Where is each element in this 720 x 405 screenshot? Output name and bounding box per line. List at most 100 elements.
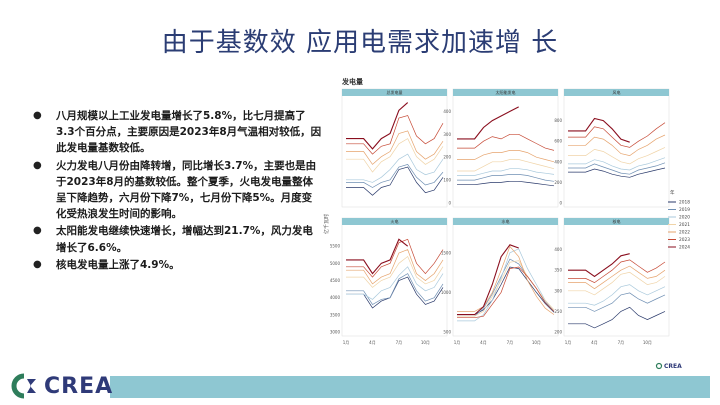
panel-frame [452,217,559,337]
x-tick-label: 7月 [396,340,403,345]
bullet-marker: ● [33,225,42,237]
x-tick-label: 4月 [591,340,598,345]
bullet-text: 八月规模以上工业发电量增长了5.8%，比七月提高了3.3个百分点，主要原因是20… [56,110,322,155]
series-line-2024 [346,102,409,150]
y-tick-label: 400 [443,109,451,114]
y-tick-label: 0 [559,201,562,206]
legend-label: 2022 [679,230,690,236]
series-line-2023 [457,133,555,151]
y-tick-label: 1000 [441,290,452,295]
bullet-item: ● 核电发电量上涨了4.9%。 [30,257,322,273]
bullet-text: 核电发电量上涨了4.9%。 [56,258,180,271]
x-tick-label: 7月 [507,340,514,345]
bullet-marker: ● [33,110,42,121]
crea-logo: CREA [10,372,113,400]
series-line-2020 [568,284,666,306]
y-tick-label: 800 [554,118,562,123]
y-tick-label: 200 [443,155,451,160]
panel-frame [563,88,670,208]
panel-label: 核电 [613,218,621,224]
series-line-2019 [457,174,555,182]
legend-label: 2020 [679,215,690,221]
chart-title: 发电量 [341,77,363,86]
y-tick-label: 500 [443,330,451,335]
series-line-2018 [457,180,555,187]
x-tick-label: 1月 [454,340,461,345]
panel-frame [341,88,448,208]
series-line-2020 [346,266,444,300]
y-tick-label: 350 [554,268,562,273]
y-tick-label: 600 [554,139,562,144]
y-tick-label: 4500 [330,278,341,283]
panel-label: 太阳能发电 [496,89,516,95]
series-line-2024 [457,106,519,140]
bullet-text: 太阳能发电继续快速增长，增幅达到21.7%，风力发电增长了6.6%。 [56,225,313,254]
panel-header [342,89,447,96]
series-line-2021 [346,255,444,288]
legend-label: 2021 [679,222,690,228]
bullet-item: ● 八月规模以上工业发电量增长了5.8%，比七月提高了3.3个百分点，主要原因是2… [30,108,322,157]
y-tick-label: 4000 [330,295,341,300]
series-line-2021 [568,147,666,165]
panel-header [564,218,669,225]
series-line-2018 [346,166,444,196]
series-line-2020 [568,157,666,171]
y-tick-label: 5500 [330,244,341,249]
series-line-2022 [346,249,444,285]
series-line-2024 [457,244,519,316]
y-tick-label: 5000 [330,261,341,266]
legend-label: 2018 [679,200,690,206]
series-line-2021 [457,159,555,172]
x-tick-label: 10月 [643,340,652,345]
series-line-2022 [568,134,666,156]
legend-label: 2019 [679,207,690,213]
panel-label: 总发电量 [387,89,403,95]
x-tick-label: 4月 [369,340,376,345]
series-line-2023 [568,122,666,148]
small-logo-icon [655,362,663,370]
y-tick-label: 300 [443,132,451,137]
footer-bar [110,376,710,398]
series-line-2021 [568,271,666,296]
y-tick-label: 3000 [330,330,341,335]
x-tick-label: 10月 [421,340,430,345]
panel-header [564,89,669,96]
y-axis-label: 亿千瓦时 [323,214,330,234]
panel-header [453,218,558,225]
series-line-2019 [346,163,444,188]
series-line-2024 [346,238,409,275]
series-line-2018 [568,167,666,178]
y-tick-label: 0 [448,201,451,206]
legend-label: 2024 [679,245,690,251]
crea-logo-icon [11,373,36,399]
series-line-2023 [457,266,555,319]
panel-label: 水电 [502,218,510,224]
y-tick-label: 200 [554,180,562,185]
y-tick-label: 400 [554,247,562,252]
legend-label: 2023 [679,237,690,243]
series-line-2024 [568,117,630,143]
bullet-list: ● 八月规模以上工业发电量增长了5.8%，比七月提高了3.3个百分点，主要原因是2… [30,108,322,274]
x-tick-label: 7月 [618,340,625,345]
small-logo-text: CREA [664,363,682,370]
series-line-2019 [346,273,444,305]
y-tick-label: 3500 [330,312,341,317]
series-line-2022 [346,130,444,165]
series-line-2022 [457,245,555,315]
bullet-item: ● 太阳能发电继续快速增长，增幅达到21.7%，风力发电增长了6.6%。 [30,223,322,255]
x-tick-label: 1月 [343,340,350,345]
panel-header [453,89,558,96]
crea-logo-text: CREA [44,373,114,399]
bullet-marker: ● [33,258,42,270]
series-line-2020 [346,153,444,183]
series-line-2023 [568,259,666,284]
series-line-2023 [346,115,444,155]
series-line-2022 [457,150,555,163]
series-line-2020 [457,168,555,176]
x-tick-label: 4月 [480,340,487,345]
bullet-text: 火力发电八月份由降转增，同比增长3.7%，主要也是由于2023年8月的基数较低。… [56,159,317,221]
y-tick-label: 300 [554,288,562,293]
slide-title: 由于基数效 应用电需求加速增 长 [161,28,559,58]
series-line-2019 [568,292,666,312]
